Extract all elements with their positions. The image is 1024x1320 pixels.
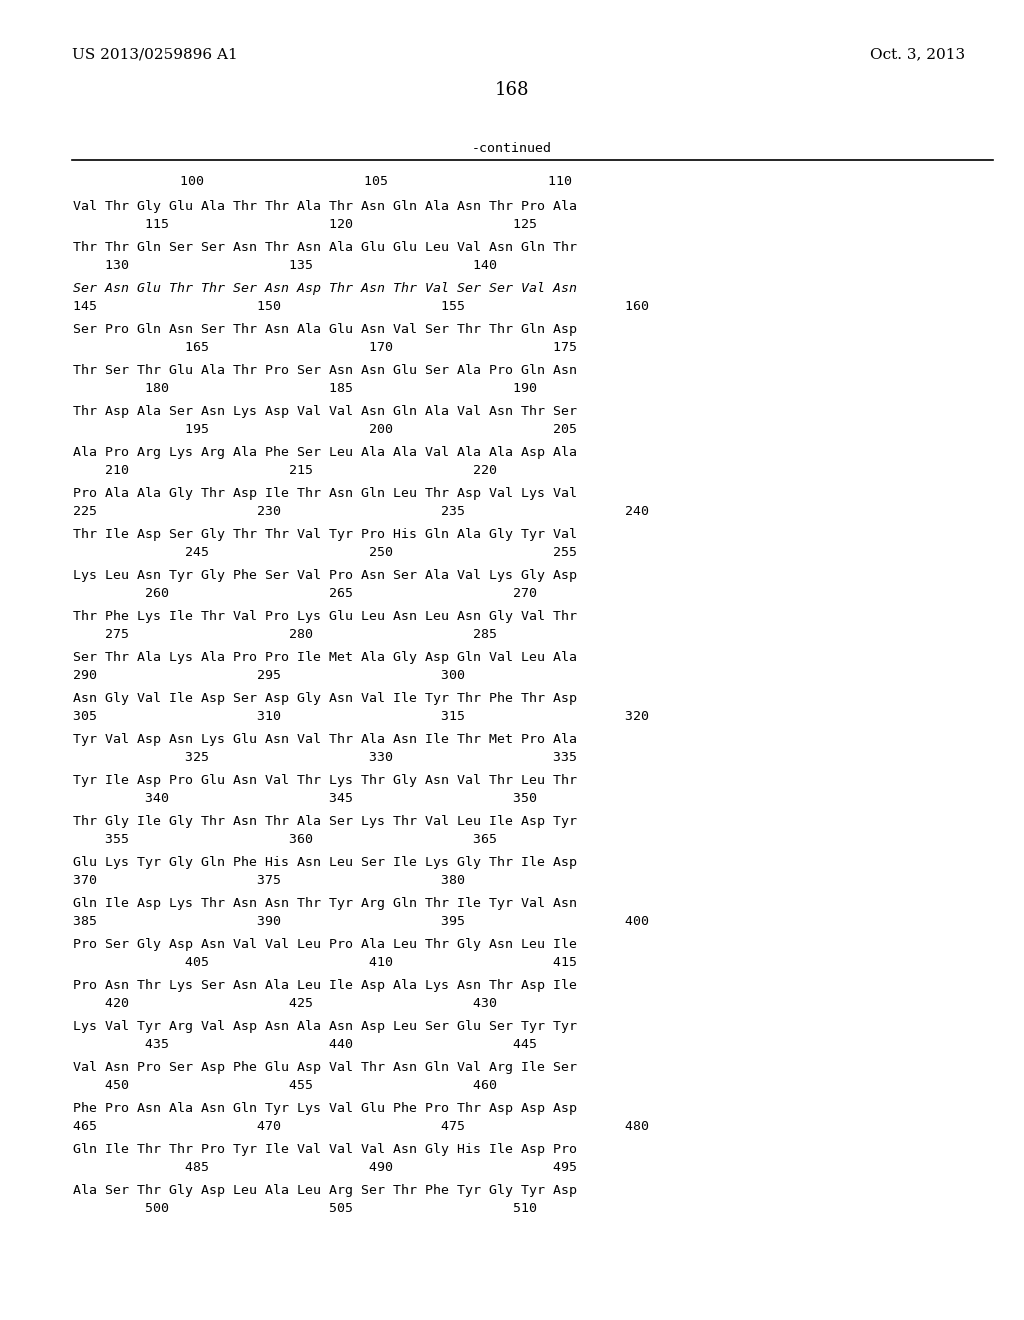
Text: 340                    345                    350: 340 345 350 [73, 792, 537, 805]
Text: 465                    470                    475                    480: 465 470 475 480 [73, 1119, 649, 1133]
Text: Thr Ser Thr Glu Ala Thr Pro Ser Asn Asn Glu Ser Ala Pro Gln Asn: Thr Ser Thr Glu Ala Thr Pro Ser Asn Asn … [73, 364, 577, 378]
Text: Gln Ile Thr Thr Pro Tyr Ile Val Val Val Asn Gly His Ile Asp Pro: Gln Ile Thr Thr Pro Tyr Ile Val Val Val … [73, 1143, 577, 1156]
Text: Ala Ser Thr Gly Asp Leu Ala Leu Arg Ser Thr Phe Tyr Gly Tyr Asp: Ala Ser Thr Gly Asp Leu Ala Leu Arg Ser … [73, 1184, 577, 1197]
Text: 450                    455                    460: 450 455 460 [73, 1078, 497, 1092]
Text: Tyr Val Asp Asn Lys Glu Asn Val Thr Ala Asn Ile Thr Met Pro Ala: Tyr Val Asp Asn Lys Glu Asn Val Thr Ala … [73, 733, 577, 746]
Text: Ser Pro Gln Asn Ser Thr Asn Ala Glu Asn Val Ser Thr Thr Gln Asp: Ser Pro Gln Asn Ser Thr Asn Ala Glu Asn … [73, 323, 577, 337]
Text: Thr Gly Ile Gly Thr Asn Thr Ala Ser Lys Thr Val Leu Ile Asp Tyr: Thr Gly Ile Gly Thr Asn Thr Ala Ser Lys … [73, 814, 577, 828]
Text: Pro Ala Ala Gly Thr Asp Ile Thr Asn Gln Leu Thr Asp Val Lys Val: Pro Ala Ala Gly Thr Asp Ile Thr Asn Gln … [73, 487, 577, 500]
Text: Oct. 3, 2013: Oct. 3, 2013 [870, 48, 966, 61]
Text: Ala Pro Arg Lys Arg Ala Phe Ser Leu Ala Ala Val Ala Ala Asp Ala: Ala Pro Arg Lys Arg Ala Phe Ser Leu Ala … [73, 446, 577, 459]
Text: 210                    215                    220: 210 215 220 [73, 465, 497, 477]
Text: Lys Val Tyr Arg Val Asp Asn Ala Asn Asp Leu Ser Glu Ser Tyr Tyr: Lys Val Tyr Arg Val Asp Asn Ala Asn Asp … [73, 1020, 577, 1034]
Text: 370                    375                    380: 370 375 380 [73, 874, 465, 887]
Text: Thr Thr Gln Ser Ser Asn Thr Asn Ala Glu Glu Leu Val Asn Gln Thr: Thr Thr Gln Ser Ser Asn Thr Asn Ala Glu … [73, 242, 577, 253]
Text: Thr Phe Lys Ile Thr Val Pro Lys Glu Leu Asn Leu Asn Gly Val Thr: Thr Phe Lys Ile Thr Val Pro Lys Glu Leu … [73, 610, 577, 623]
Text: 130                    135                    140: 130 135 140 [73, 259, 497, 272]
Text: 500                    505                    510: 500 505 510 [73, 1203, 537, 1214]
Text: Tyr Ile Asp Pro Glu Asn Val Thr Lys Thr Gly Asn Val Thr Leu Thr: Tyr Ile Asp Pro Glu Asn Val Thr Lys Thr … [73, 774, 577, 787]
Text: Gln Ile Asp Lys Thr Asn Asn Thr Tyr Arg Gln Thr Ile Tyr Val Asn: Gln Ile Asp Lys Thr Asn Asn Thr Tyr Arg … [73, 898, 577, 909]
Text: Pro Ser Gly Asp Asn Val Val Leu Pro Ala Leu Thr Gly Asn Leu Ile: Pro Ser Gly Asp Asn Val Val Leu Pro Ala … [73, 939, 577, 950]
Text: 260                    265                    270: 260 265 270 [73, 587, 537, 601]
Text: -continued: -continued [472, 143, 552, 154]
Text: 355                    360                    365: 355 360 365 [73, 833, 497, 846]
Text: 168: 168 [495, 81, 529, 99]
Text: 180                    185                    190: 180 185 190 [73, 381, 537, 395]
Text: Ser Asn Glu Thr Thr Ser Asn Asp Thr Asn Thr Val Ser Ser Val Asn: Ser Asn Glu Thr Thr Ser Asn Asp Thr Asn … [73, 282, 577, 294]
Text: 290                    295                    300: 290 295 300 [73, 669, 465, 682]
Text: 245                    250                    255: 245 250 255 [73, 546, 577, 558]
Text: 435                    440                    445: 435 440 445 [73, 1038, 537, 1051]
Text: Val Asn Pro Ser Asp Phe Glu Asp Val Thr Asn Gln Val Arg Ile Ser: Val Asn Pro Ser Asp Phe Glu Asp Val Thr … [73, 1061, 577, 1074]
Text: 305                    310                    315                    320: 305 310 315 320 [73, 710, 649, 723]
Text: US 2013/0259896 A1: US 2013/0259896 A1 [72, 48, 238, 61]
Text: 275                    280                    285: 275 280 285 [73, 628, 497, 642]
Text: 100                    105                    110: 100 105 110 [100, 176, 572, 187]
Text: 325                    330                    335: 325 330 335 [73, 751, 577, 764]
Text: 115                    120                    125: 115 120 125 [73, 218, 537, 231]
Text: 145                    150                    155                    160: 145 150 155 160 [73, 300, 649, 313]
Text: Ser Thr Ala Lys Ala Pro Pro Ile Met Ala Gly Asp Gln Val Leu Ala: Ser Thr Ala Lys Ala Pro Pro Ile Met Ala … [73, 651, 577, 664]
Text: 485                    490                    495: 485 490 495 [73, 1162, 577, 1173]
Text: Glu Lys Tyr Gly Gln Phe His Asn Leu Ser Ile Lys Gly Thr Ile Asp: Glu Lys Tyr Gly Gln Phe His Asn Leu Ser … [73, 855, 577, 869]
Text: 385                    390                    395                    400: 385 390 395 400 [73, 915, 649, 928]
Text: 165                    170                    175: 165 170 175 [73, 341, 577, 354]
Text: Thr Ile Asp Ser Gly Thr Thr Val Tyr Pro His Gln Ala Gly Tyr Val: Thr Ile Asp Ser Gly Thr Thr Val Tyr Pro … [73, 528, 577, 541]
Text: 420                    425                    430: 420 425 430 [73, 997, 497, 1010]
Text: Phe Pro Asn Ala Asn Gln Tyr Lys Val Glu Phe Pro Thr Asp Asp Asp: Phe Pro Asn Ala Asn Gln Tyr Lys Val Glu … [73, 1102, 577, 1115]
Text: 405                    410                    415: 405 410 415 [73, 956, 577, 969]
Text: Thr Asp Ala Ser Asn Lys Asp Val Val Asn Gln Ala Val Asn Thr Ser: Thr Asp Ala Ser Asn Lys Asp Val Val Asn … [73, 405, 577, 418]
Text: 225                    230                    235                    240: 225 230 235 240 [73, 506, 649, 517]
Text: Asn Gly Val Ile Asp Ser Asp Gly Asn Val Ile Tyr Thr Phe Thr Asp: Asn Gly Val Ile Asp Ser Asp Gly Asn Val … [73, 692, 577, 705]
Text: Lys Leu Asn Tyr Gly Phe Ser Val Pro Asn Ser Ala Val Lys Gly Asp: Lys Leu Asn Tyr Gly Phe Ser Val Pro Asn … [73, 569, 577, 582]
Text: 195                    200                    205: 195 200 205 [73, 422, 577, 436]
Text: Pro Asn Thr Lys Ser Asn Ala Leu Ile Asp Ala Lys Asn Thr Asp Ile: Pro Asn Thr Lys Ser Asn Ala Leu Ile Asp … [73, 979, 577, 993]
Text: Val Thr Gly Glu Ala Thr Thr Ala Thr Asn Gln Ala Asn Thr Pro Ala: Val Thr Gly Glu Ala Thr Thr Ala Thr Asn … [73, 201, 577, 213]
